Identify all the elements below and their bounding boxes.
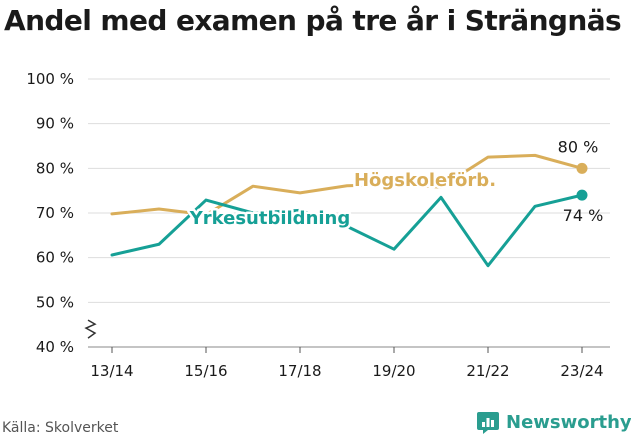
axis-break-icon	[84, 319, 97, 339]
source-note: Källa: Skolverket	[2, 420, 119, 436]
x-tick-label: 19/20	[372, 362, 415, 380]
y-tick-label: 100 %	[26, 70, 74, 88]
x-tick-label: 21/22	[466, 362, 509, 380]
brand-name: Newsworthy	[506, 411, 631, 433]
y-tick-label: 60 %	[36, 249, 74, 267]
series-name-label: Yrkesutbildning	[189, 208, 351, 229]
y-tick-label: 90 %	[36, 115, 74, 133]
series-end-point-1	[576, 189, 588, 201]
x-tick-label: 15/16	[184, 362, 227, 380]
end-value-label: 74 %	[563, 206, 604, 225]
series-line-0	[110, 153, 584, 217]
x-tick-label: 23/24	[560, 362, 603, 380]
chart-title: Andel med examen på tre år i Strängnäs	[4, 4, 622, 37]
x-tick-label: 17/18	[278, 362, 321, 380]
y-tick-label: 40 %	[36, 338, 74, 356]
series-end-point-0	[576, 162, 588, 174]
y-tick-label: 70 %	[36, 204, 74, 222]
newsworthy-icon	[477, 412, 499, 434]
y-tick-label: 80 %	[36, 159, 74, 177]
series-line-1	[110, 193, 584, 268]
brand-logo: Newsworthy	[476, 410, 631, 434]
y-tick-label: 50 %	[36, 293, 74, 311]
line-chart: 40 % 50 % 60 % 70 % 80 % 90 % 100 % 13/14 15/16 1…	[26, 70, 610, 380]
series-name-label: Högskoleförb.	[354, 170, 496, 191]
x-tick-label: 13/14	[90, 362, 133, 380]
end-value-label: 80 %	[558, 137, 599, 156]
